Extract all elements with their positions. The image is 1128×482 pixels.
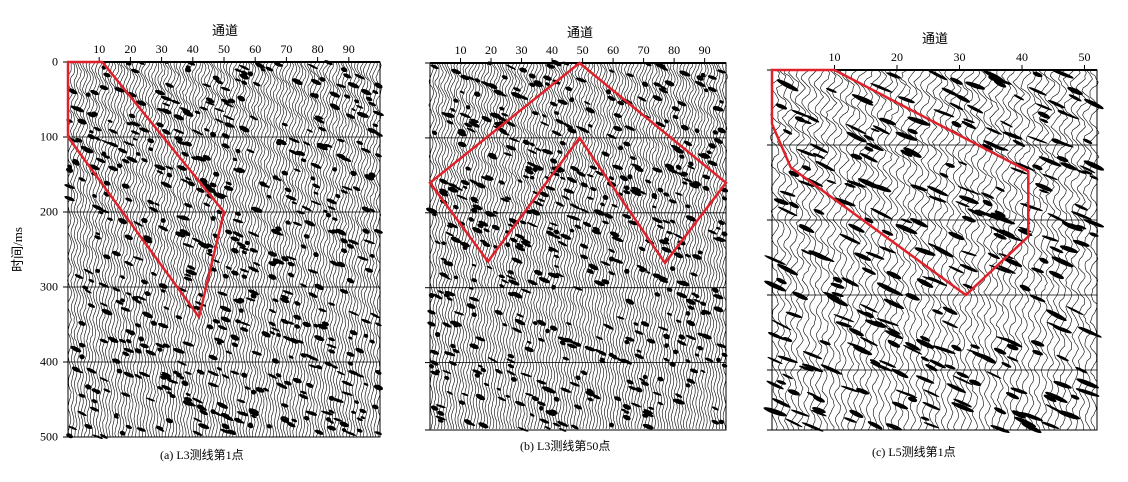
y-tick-400: 400 [40,354,58,369]
x-tick-label: 50 [576,43,589,57]
x-tick-label: 90 [698,43,711,57]
x-tick-label: 30 [155,42,168,56]
x-tick-label: 10 [93,42,106,56]
y-tick-300: 300 [40,279,58,294]
x-tick-label: 30 [515,43,528,57]
trace-group [770,69,1100,431]
seismic-plot-a [63,57,384,439]
panel-a: 通道 时间/ms 0 100 200 300 400 500 (a) L3测线第… [0,0,400,482]
x-tick-label: 60 [249,42,262,56]
y-tick-200: 200 [40,204,58,219]
highlight-polygon [770,68,1030,297]
x-tick-label: 20 [485,43,498,57]
x-tick-label: 80 [668,43,681,57]
x-tick-label: 40 [186,42,199,56]
x-tick-label: 40 [1016,50,1028,64]
x-axis-title: 通道 [921,31,949,46]
x-tick-label: 80 [311,42,324,56]
highlight-polygon [66,60,226,320]
x-tick-label: 30 [953,50,966,64]
x-tick-label: 60 [607,43,620,57]
x-tick-label: 10 [454,43,467,57]
x-tick-label: 50 [1078,50,1091,64]
x-tick-label: 40 [546,43,559,57]
x-tick-label: 20 [891,50,903,64]
event-group [64,60,384,439]
y-tick-0: 0 [52,54,58,69]
x-tick-label: 10 [828,50,841,64]
highlight-polygon [428,61,728,266]
panel-b: 通道 (b) L3测线第50点 10 20 30 40 50 60 70 80 90 [425,25,729,453]
x-tick-label: 90 [342,42,355,56]
x-tick-label: 70 [280,42,293,56]
event-group [425,59,729,432]
x-tick-label: 50 [218,42,230,56]
x-axis-title: 通道 [211,23,239,38]
y-tick-500: 500 [40,429,58,444]
caption-b: (b) L3测线第50点 [520,439,611,453]
x-tick-label: 20 [124,42,137,56]
seismic-plot-b [425,58,729,432]
x-axis-title: 通道 [566,25,594,40]
event-group [763,69,1105,434]
y-tick-100: 100 [40,129,58,144]
x-tick-label: 70 [637,43,650,57]
caption-c: (c) L5测线第1点 [872,445,956,459]
caption-a: (a) L3测线第1点 [160,448,244,462]
trace-group [66,61,382,438]
